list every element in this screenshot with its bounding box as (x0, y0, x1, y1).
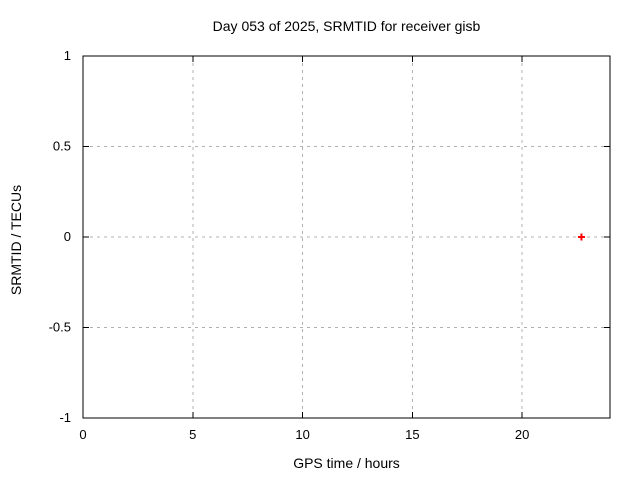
x-tick-label: 15 (405, 427, 419, 442)
y-tick-label: -0.5 (49, 320, 71, 335)
y-tick-label: 1 (64, 48, 71, 63)
chart-title: Day 053 of 2025, SRMTID for receiver gis… (212, 18, 481, 34)
x-tick-label: 20 (515, 427, 529, 442)
x-axis-label: GPS time / hours (293, 455, 400, 471)
y-tick-label: 0.5 (53, 139, 71, 154)
x-tick-label: 10 (295, 427, 309, 442)
y-tick-label: 0 (64, 229, 71, 244)
x-tick-label: 5 (189, 427, 196, 442)
x-tick-label: 0 (79, 427, 86, 442)
y-tick-label: -1 (59, 410, 71, 425)
